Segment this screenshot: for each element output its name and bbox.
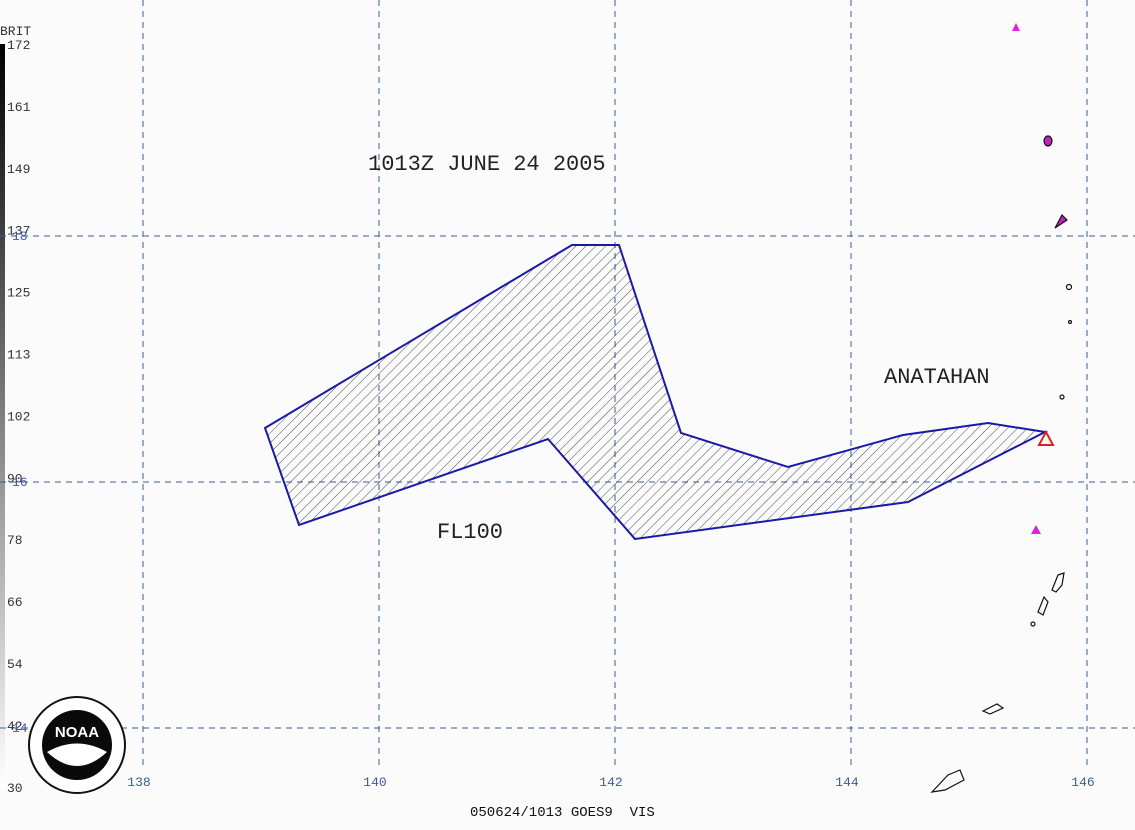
lat-label: 14 (12, 721, 28, 736)
colorbar-label: 137 (7, 224, 30, 239)
colorbar-label: 30 (7, 781, 23, 796)
lon-label: 140 (363, 775, 386, 790)
colorbar-label: 125 (7, 286, 30, 301)
colorbar-label: 66 (7, 595, 23, 610)
volcano-label: ANATAHAN (884, 365, 990, 390)
colorbar-label: 149 (7, 162, 30, 177)
islands (930, 23, 1073, 793)
lat-label: 18 (12, 229, 28, 244)
colorbar-label: 113 (7, 348, 30, 363)
colorbar-label: 54 (7, 657, 23, 672)
colorbar-label: 172 (7, 38, 30, 53)
title: 1013Z JUNE 24 2005 (368, 152, 606, 177)
colorbar-label: 78 (7, 533, 23, 548)
labels: 172 161 149 137 125 113 102 90 78 66 54 42 30 138 140 1… (7, 38, 1095, 796)
flight-level-label: FL100 (437, 520, 503, 545)
colorbar-title: BRIT (0, 24, 31, 39)
logo-text: NOAA (55, 724, 99, 741)
colorbar (0, 44, 5, 789)
ash-cloud-area (263, 244, 1049, 541)
lat-label: 16 (12, 475, 28, 490)
colorbar-label: 42 (7, 719, 23, 734)
colorbar-label: 161 (7, 100, 31, 115)
lon-label: 138 (127, 775, 150, 790)
footer: 050624/1013 GOES9 VIS (470, 805, 655, 821)
lon-label: 144 (835, 775, 859, 790)
lon-label: 142 (599, 775, 622, 790)
lon-label: 146 (1071, 775, 1094, 790)
noaa-logo: NOAA (28, 696, 126, 794)
colorbar-label: 102 (7, 409, 30, 424)
colorbar-label: 90 (7, 471, 23, 486)
